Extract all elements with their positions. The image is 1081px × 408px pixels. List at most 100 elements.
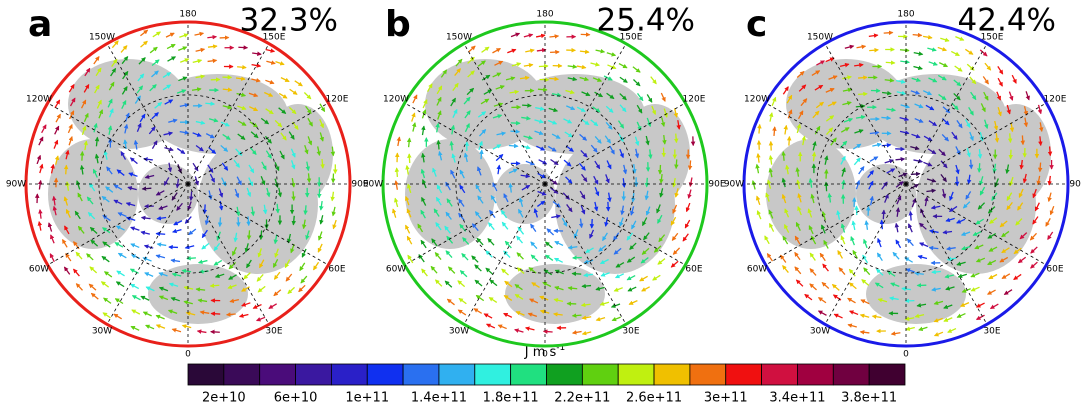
vector: [877, 237, 882, 248]
vector: [590, 119, 599, 127]
vector: [550, 158, 559, 166]
vector: [128, 172, 138, 177]
longitude-label: 90W: [724, 180, 744, 190]
vector: [983, 91, 989, 101]
vector: [492, 72, 502, 78]
vector: [94, 84, 100, 94]
vector: [869, 47, 879, 53]
vector: [123, 139, 128, 150]
vector: [175, 178, 180, 189]
vector: [930, 205, 941, 210]
vector: [533, 208, 539, 218]
vector: [1029, 232, 1038, 241]
vector: [906, 238, 914, 247]
vector: [305, 161, 311, 172]
vector: [201, 242, 210, 250]
meridian: [47, 102, 189, 185]
vector: [614, 273, 625, 279]
vector: [819, 252, 826, 262]
vector: [236, 176, 242, 186]
vector: [997, 106, 1002, 117]
vector: [629, 242, 637, 250]
vector: [287, 286, 295, 295]
vector: [330, 146, 336, 157]
vector: [421, 125, 426, 136]
vector: [246, 187, 252, 198]
land: [505, 264, 605, 324]
land: [138, 164, 198, 224]
vector: [227, 284, 237, 289]
vector: [155, 254, 166, 259]
vector: [243, 272, 251, 280]
vector: [886, 168, 896, 174]
vector: [41, 124, 47, 134]
vector: [1009, 122, 1015, 133]
vector: [89, 266, 98, 274]
vector: [581, 91, 591, 97]
vector: [67, 123, 73, 134]
vector: [485, 250, 493, 258]
vector: [235, 76, 246, 81]
colorbar-box: [868, 363, 906, 386]
colorbar-box: [689, 363, 727, 386]
vector: [938, 62, 949, 68]
vector: [595, 286, 605, 291]
vector: [521, 115, 531, 121]
vector: [840, 223, 846, 233]
vector: [140, 230, 151, 236]
vector: [155, 314, 165, 320]
vector: [1032, 216, 1039, 225]
vector: [141, 186, 152, 191]
vector: [108, 108, 114, 118]
vector: [121, 99, 127, 109]
vector: [148, 126, 156, 135]
vector: [553, 298, 564, 303]
vector: [833, 313, 843, 319]
vector: [945, 286, 955, 291]
vector: [1001, 230, 1010, 238]
vector: [151, 140, 158, 150]
vector: [1011, 74, 1017, 84]
vector: [549, 178, 558, 185]
vector: [564, 131, 573, 138]
vector: [195, 47, 206, 53]
longitude-label: 30E: [983, 327, 1000, 337]
vector: [527, 312, 538, 318]
longitude-label: 0: [903, 350, 909, 360]
vector: [481, 46, 490, 53]
meridian: [765, 183, 907, 266]
vector: [1023, 117, 1029, 128]
vector: [811, 151, 817, 162]
vector: [113, 199, 123, 205]
vector: [178, 46, 188, 51]
vector: [938, 148, 946, 157]
vector: [440, 69, 448, 78]
vector: [519, 75, 530, 81]
meridian: [463, 43, 546, 185]
vector: [194, 31, 205, 37]
vector: [63, 196, 69, 206]
vector: [222, 87, 233, 92]
colorbar-box: [295, 363, 332, 386]
land: [620, 104, 690, 204]
vector: [571, 271, 582, 277]
vector: [447, 266, 456, 274]
vector: [907, 223, 913, 233]
vector: [432, 167, 437, 177]
vector: [554, 269, 564, 275]
vector: [914, 313, 925, 319]
vector: [503, 312, 513, 318]
vector: [547, 145, 557, 152]
vector: [858, 91, 868, 97]
vector: [869, 130, 880, 136]
vector: [567, 285, 578, 291]
vector: [551, 92, 562, 97]
vector: [910, 145, 920, 151]
vector: [534, 119, 544, 124]
vector: [844, 44, 855, 50]
vector: [925, 104, 935, 111]
vector: [627, 286, 637, 292]
vector: [238, 313, 249, 318]
vector: [531, 282, 540, 288]
vector: [814, 125, 821, 135]
